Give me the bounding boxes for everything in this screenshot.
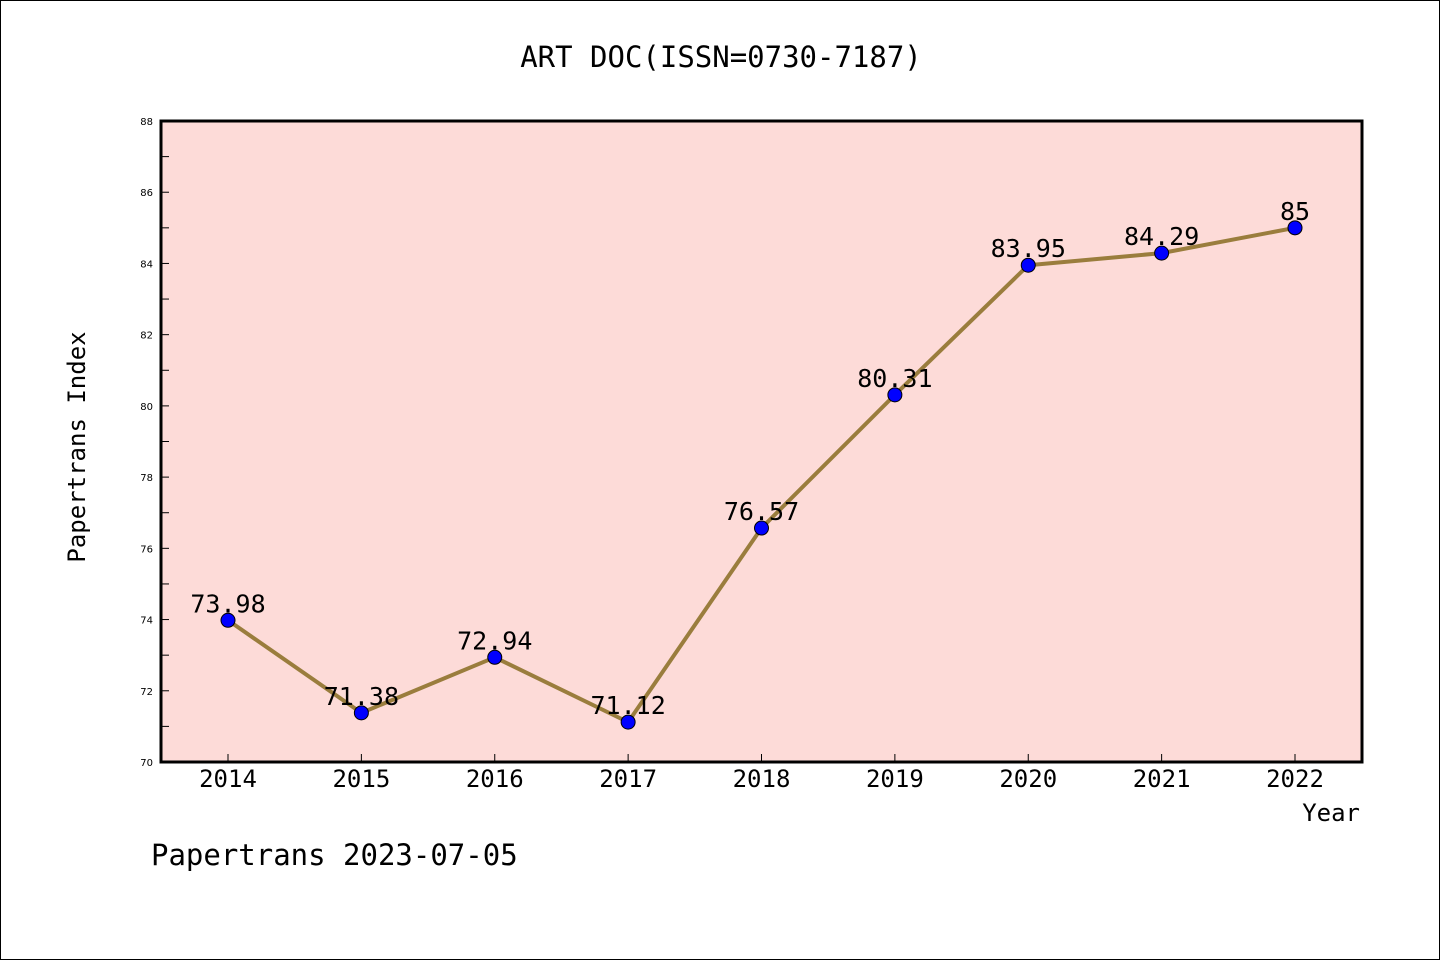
data-label: 73.98 — [190, 589, 265, 618]
data-point — [487, 649, 503, 665]
y-tick-label: 76 — [140, 544, 153, 555]
chart-title: ART DOC(ISSN=0730-7187) — [520, 40, 922, 74]
y-tick-label: 80 — [140, 402, 153, 413]
data-point — [754, 520, 769, 536]
x-tick-label: 2017 — [599, 765, 657, 793]
x-axis-ticks: 2014 2015 2016 2017 2018 2019 2020 2021 2022 — [199, 754, 1324, 793]
data-point — [353, 705, 369, 721]
y-axis-ticks: 70 72 74 76 78 80 82 84 86 88 — [140, 117, 169, 769]
data-label: 84.29 — [1124, 222, 1199, 251]
y-tick-label: 84 — [140, 259, 153, 270]
data-label: 71.12 — [590, 691, 665, 720]
x-tick-label: 2020 — [999, 765, 1057, 793]
x-tick-label: 2022 — [1266, 765, 1324, 793]
y-axis-label: Papertrans Index — [63, 331, 91, 562]
data-point — [1020, 257, 1036, 273]
y-tick-label: 88 — [140, 117, 153, 128]
y-tick-label: 78 — [140, 473, 153, 484]
x-tick-label: 2014 — [199, 765, 257, 793]
x-tick-label: 2018 — [733, 765, 791, 793]
x-tick-label: 2019 — [866, 765, 924, 793]
data-point — [1154, 245, 1170, 261]
data-label: 71.38 — [324, 682, 399, 711]
data-label: 72.94 — [457, 626, 532, 655]
x-tick-label: 2015 — [332, 765, 390, 793]
y-tick-label: 86 — [140, 188, 153, 199]
footer-date-stamp: Papertrans 2023-07-05 — [151, 838, 518, 872]
data-points — [220, 220, 1303, 730]
y-tick-label: 74 — [140, 616, 153, 627]
data-point — [620, 714, 636, 730]
plot-area — [161, 121, 1362, 762]
data-point — [887, 387, 903, 403]
data-label: 83.95 — [991, 234, 1066, 263]
x-tick-label: 2021 — [1133, 765, 1191, 793]
y-tick-label: 82 — [140, 331, 153, 342]
y-tick-label: 70 — [140, 758, 153, 769]
data-label: 76.57 — [724, 497, 799, 526]
x-tick-label: 2016 — [466, 765, 524, 793]
plot-frame — [159, 119, 1364, 764]
data-labels: 73.98 71.38 72.94 71.12 76.57 80.31 83.95 84.29… — [190, 197, 1310, 720]
data-point — [1287, 220, 1303, 236]
data-label: 80.31 — [857, 364, 932, 393]
y-tick-label: 72 — [140, 687, 153, 698]
x-axis-label: Year — [1302, 799, 1360, 827]
data-label: 85 — [1280, 197, 1310, 226]
data-point — [220, 612, 236, 628]
